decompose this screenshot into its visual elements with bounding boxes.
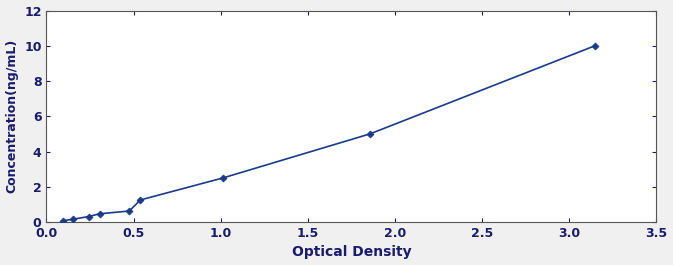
X-axis label: Optical Density: Optical Density: [291, 245, 411, 259]
Y-axis label: Concentration(ng/mL): Concentration(ng/mL): [5, 39, 19, 193]
